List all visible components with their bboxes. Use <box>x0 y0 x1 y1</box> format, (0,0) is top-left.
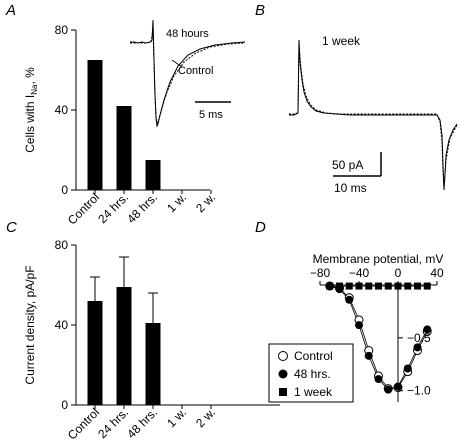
panel-d-point-1week <box>336 282 343 290</box>
panel-b-label: 1 week <box>322 34 361 48</box>
a-xtick-label: 1 w. <box>164 190 189 215</box>
inset-label-48h: 48 hours <box>166 28 209 40</box>
panel-d-point-48h <box>423 325 432 334</box>
c-ytick-label: 40 <box>55 318 69 332</box>
c-xtick-label: 24 hrs. <box>95 405 131 441</box>
panel-d-point-1week <box>345 282 353 290</box>
panel-b-scalebar-y-label: 50 pA <box>332 158 363 172</box>
panel-d-xtick-label: 0 <box>395 266 402 280</box>
panel-d-point-48h <box>394 382 402 391</box>
panel-d-point-1week <box>384 282 392 290</box>
panel-d-point-1week <box>375 282 382 290</box>
inset-scalebar-label: 5 ms <box>199 109 223 121</box>
panel-d-point-1week <box>414 282 421 290</box>
legend-marker-48h <box>278 369 288 379</box>
a-ytick-label: 40 <box>55 103 69 117</box>
legend-label: 48 hrs. <box>294 367 331 381</box>
c-xtick-label: Control <box>65 405 102 441</box>
legend-marker-control <box>278 351 288 361</box>
panel-a-ylabel: Cells with INa, % <box>23 67 39 153</box>
c-ytick-label: 0 <box>61 398 68 412</box>
c-bar <box>116 287 132 405</box>
panel-d-xlabel: Membrane potential, mV <box>313 252 444 266</box>
panel-d-point-48h <box>384 385 393 394</box>
a-bar <box>87 60 103 190</box>
a-ytick-label: 80 <box>55 23 69 37</box>
panel-d-chart: −80 −40 0 40 −1.0 −0.5 Membrane potential, mV… <box>268 252 444 403</box>
panel-letter-a: A <box>5 2 16 19</box>
c-xtick-label: 2 w. <box>193 405 218 430</box>
panel-d-point-48h <box>364 351 373 360</box>
panel-a-inset: 48 hours Control 5 ms <box>130 19 246 128</box>
panel-d-point-48h <box>413 343 422 352</box>
c-xtick-label: 48 hrs. <box>124 405 160 441</box>
panel-b-scalebar-x-label: 10 ms <box>334 181 367 195</box>
panel-letter-b: B <box>255 2 265 19</box>
panel-d-point-48h <box>403 364 412 373</box>
panel-b-trace-2 <box>289 45 458 187</box>
c-ytick-label: 80 <box>55 238 69 252</box>
inset-trace-control <box>130 29 246 125</box>
inset-pointer <box>171 59 183 68</box>
panel-d-ytick-label: −1.0 <box>407 384 431 398</box>
panel-d-xtick-label: 40 <box>430 266 444 280</box>
panel-d-point-48h <box>374 375 383 384</box>
panel-d-legend: Control 48 hrs. 1 week <box>268 343 354 403</box>
panel-b-trace-1 <box>289 39 458 191</box>
legend-marker-1week <box>279 388 287 396</box>
panel-d-ytick-label: −0.5 <box>407 331 431 345</box>
panel-d-point-1week <box>394 282 402 290</box>
panel-letter-c: C <box>6 219 17 236</box>
c-bar <box>145 323 161 405</box>
panel-d-point-1week <box>404 282 412 290</box>
panel-d-point-1week <box>355 282 363 290</box>
a-xtick-label: Control <box>65 190 102 227</box>
c-bar <box>87 301 103 405</box>
a-bar <box>145 160 161 190</box>
panel-d-point-48h <box>355 321 363 330</box>
panel-d-point-1week <box>326 282 334 290</box>
panel-d-point-1week <box>423 282 431 290</box>
legend-label: 1 week <box>294 385 333 399</box>
panel-c-ylabel: Current density, pA/pF <box>23 265 37 384</box>
panel-b-traces: 1 week 50 pA 10 ms <box>289 34 458 195</box>
panel-d-point-48h <box>345 295 354 304</box>
inset-label-control: Control <box>178 65 213 77</box>
panel-d-xtick-label: −80 <box>310 266 331 280</box>
a-xtick-label: 24 hrs. <box>95 190 131 226</box>
c-xtick-label: 1 w. <box>164 405 189 430</box>
legend-label: Control <box>294 349 333 363</box>
a-xtick-label: 2 w. <box>193 190 218 215</box>
panel-d-point-1week <box>365 282 373 290</box>
panel-d-xtick-label: −40 <box>349 266 370 280</box>
a-xtick-label: 48 hrs. <box>124 190 160 226</box>
panel-letter-d: D <box>255 219 266 236</box>
a-bar <box>116 106 132 190</box>
a-ytick-label: 0 <box>61 183 68 197</box>
